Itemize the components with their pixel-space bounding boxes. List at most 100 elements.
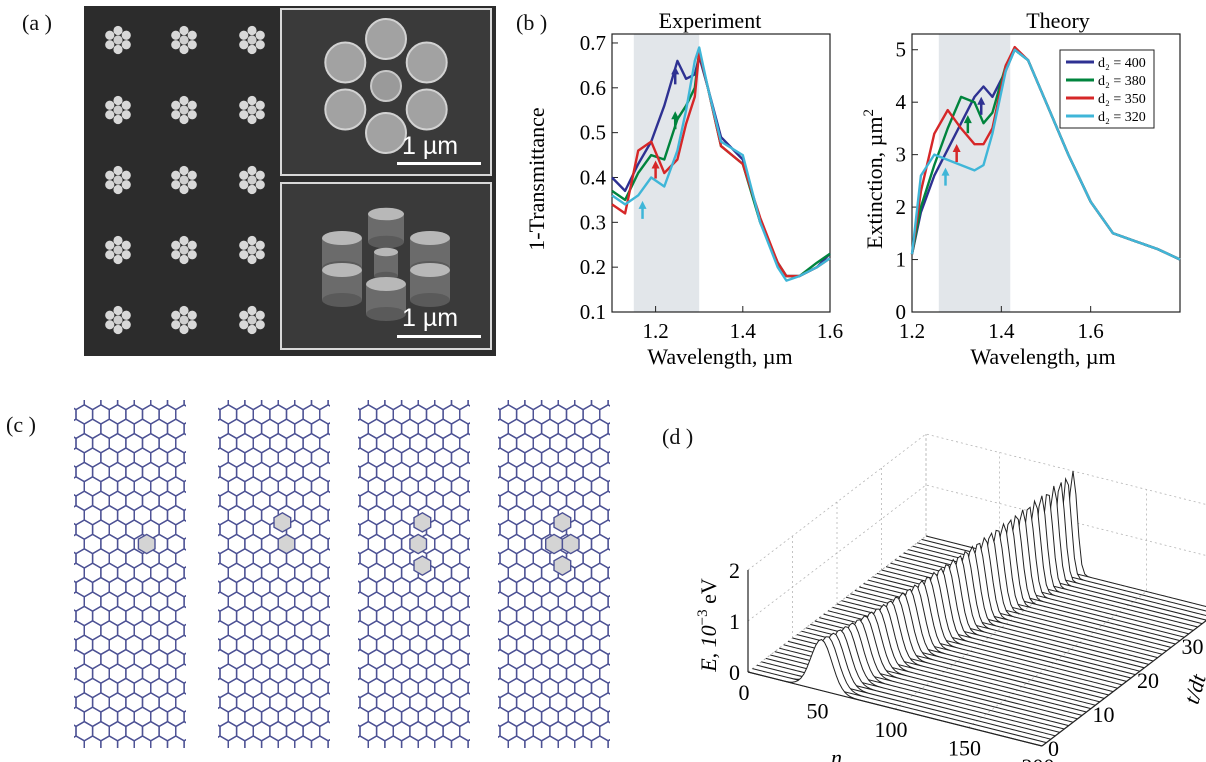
nanodisk — [113, 324, 123, 335]
outer-disk — [365, 112, 407, 154]
hexagon-cell — [83, 735, 102, 748]
center-disk — [370, 70, 402, 102]
hexagon-cell — [183, 652, 186, 666]
hexagon-cell — [336, 606, 353, 625]
hexagon-cell — [607, 738, 610, 748]
hexagon-cell — [195, 448, 212, 467]
graphene-lattice — [475, 398, 630, 750]
hexagon-cell — [294, 400, 313, 411]
cylinder-top — [374, 247, 398, 257]
hexagon-cell — [195, 707, 212, 726]
hexagon-cell — [498, 522, 501, 537]
nanodisk — [113, 175, 123, 185]
nanodisk — [113, 254, 123, 265]
hexagon-cell — [195, 621, 212, 640]
hexagon-cell — [590, 735, 609, 748]
cylinder-base — [410, 293, 450, 307]
hexagon-cell — [467, 537, 470, 551]
nanodisk — [187, 170, 197, 180]
hexagon-cell — [476, 549, 493, 568]
cylinder-top — [322, 231, 362, 245]
hexagon-cell — [476, 664, 493, 683]
hexagon-cell — [218, 494, 221, 508]
hexagon-cell — [183, 450, 186, 465]
heptamer-top-view — [282, 10, 490, 174]
energy-surface-plot: 050100150200010203040012nt/dtE, 10−3 eV — [695, 433, 1206, 762]
nanodisk — [247, 245, 257, 255]
scale-bar-top — [397, 162, 481, 165]
hexagon-cell — [616, 434, 630, 453]
hexagon-cell — [327, 652, 330, 666]
nanodisk — [179, 35, 189, 45]
nanodisk — [171, 320, 181, 330]
panel-d-label: (d ) — [662, 424, 694, 449]
hexagon-cell — [607, 479, 610, 494]
hexagon-cell — [335, 534, 352, 553]
hexagon-cell — [475, 563, 492, 582]
cylinder — [368, 207, 404, 249]
hexagon-cell — [336, 462, 353, 481]
hexagon-cell — [192, 722, 209, 741]
hexagon-cell — [358, 735, 369, 748]
y-tick-label: 0.3 — [580, 210, 606, 234]
nanodisk — [179, 95, 189, 106]
nanodisk — [255, 310, 265, 320]
hexagon-cell — [616, 693, 630, 712]
t-tick-label: 0 — [1048, 736, 1059, 761]
nanodisk — [113, 114, 123, 125]
hexagon-cell — [475, 534, 492, 553]
hexagon-cell — [498, 465, 501, 479]
hexagon-cell — [358, 609, 361, 623]
nanodisk — [239, 250, 249, 260]
hexagon-cell — [277, 735, 296, 748]
nanodisk — [187, 250, 197, 260]
nanodisk — [171, 30, 181, 40]
nanodisk — [179, 235, 189, 246]
hexagon-cell — [467, 508, 470, 522]
cylinder-base — [366, 307, 406, 321]
grid-line — [747, 433, 1206, 571]
hexagon-cell — [616, 664, 630, 683]
hexagon-cell — [335, 398, 352, 410]
hexagon-cell — [476, 693, 493, 712]
n-tick-label: 100 — [875, 717, 908, 742]
nanodisk — [105, 110, 115, 120]
hexagon-cell — [498, 551, 501, 566]
experiment-chart: Experiment 1.2 1.4 1.6 0.1 0.2 0.3 0.4 0.5 0.6 0.… — [524, 8, 843, 369]
nanodisk — [113, 184, 123, 195]
y-tick-label: 0.6 — [580, 76, 606, 100]
nanodisk — [179, 245, 189, 255]
y-axis-label-sup: 2 — [861, 109, 877, 117]
hexagon-cell — [524, 400, 543, 411]
n-tick-label: 50 — [807, 699, 829, 724]
nanodisk — [171, 100, 181, 110]
scale-bar-label-top: 1 µm — [402, 132, 459, 160]
hexagon-cell — [192, 606, 209, 625]
nanodisk — [239, 40, 249, 50]
hexagon-cell — [450, 735, 469, 748]
hexagon-cell — [475, 398, 492, 410]
hexagon-cell — [218, 580, 221, 594]
hexagon-cell — [192, 520, 209, 539]
hexagon-cell — [475, 736, 492, 750]
hexagon-cell — [336, 549, 353, 568]
nanodisk — [113, 245, 123, 255]
E-axis-label: E, 10−3 eV — [695, 578, 721, 673]
hexagon-cell — [475, 477, 492, 496]
nanodisk — [255, 30, 265, 40]
nanodisk — [121, 40, 131, 50]
t-axis-label: t/dt — [1179, 671, 1206, 707]
nanodisk — [121, 320, 131, 330]
hexagon-cell — [335, 678, 352, 697]
hexagon-cell — [358, 407, 361, 422]
hexagon-cell — [384, 400, 403, 411]
outer-disk — [324, 88, 367, 131]
hexagon-cell — [507, 735, 526, 748]
nanodisk — [121, 180, 131, 190]
n-tick-label: 0 — [739, 680, 750, 705]
hexagon-cell — [336, 405, 353, 424]
n-tick-label: 200 — [1022, 754, 1055, 762]
nanodisk — [171, 240, 181, 250]
t-tick-label: 30 — [1182, 634, 1204, 659]
hexagon-cell — [607, 681, 610, 695]
